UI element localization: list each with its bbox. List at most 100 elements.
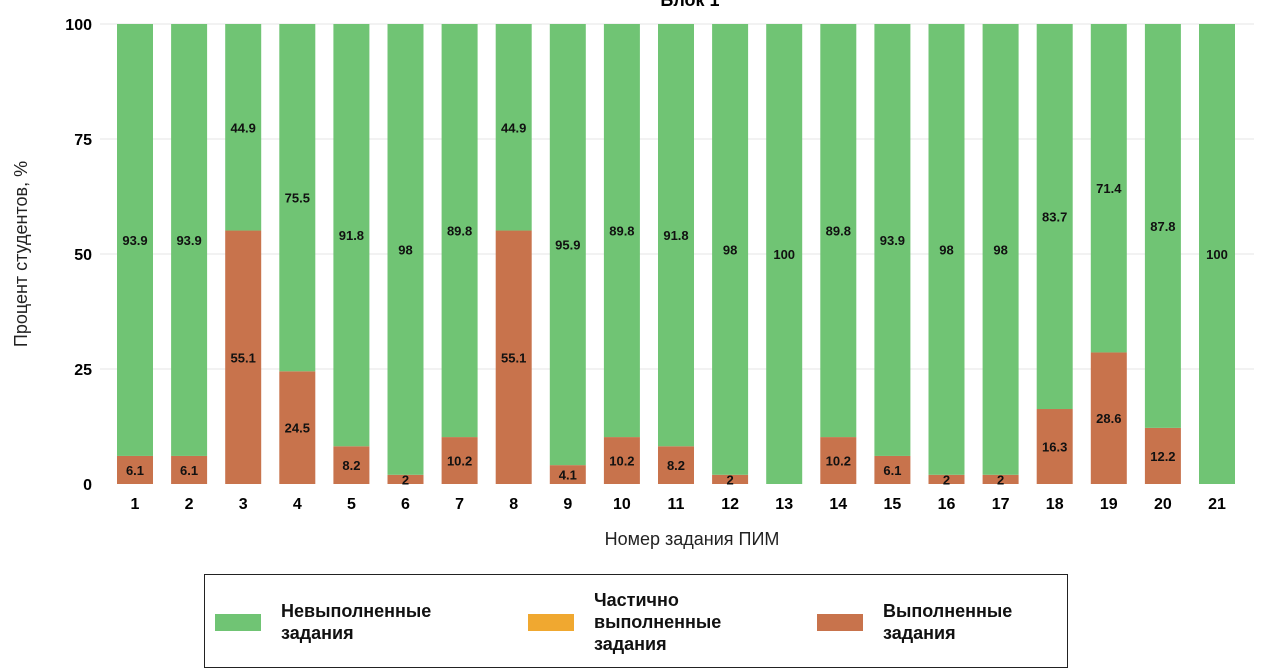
data-label: 87.8: [1150, 219, 1175, 234]
bar-segment: [1090, 24, 1127, 353]
data-label: 75.5: [285, 191, 310, 206]
data-label: 2: [402, 472, 409, 487]
data-label: 44.9: [501, 120, 526, 135]
x-tick-label: 11: [668, 496, 685, 513]
y-tick-label: 100: [65, 17, 92, 34]
data-label: 98: [398, 242, 412, 257]
bar-segment: [658, 24, 694, 447]
bar-segment: [333, 24, 370, 447]
data-label: 93.9: [176, 233, 201, 248]
data-label: 28.6: [1096, 411, 1121, 426]
data-labels: 6.1 93.9 6.1 93.9 55.1 44.9 24.5 75.5 8.2 91.8 2 98…: [122, 120, 1228, 487]
x-tick-label: 4: [293, 496, 302, 513]
legend-swatch-not-completed: [215, 613, 261, 631]
legend-item-not-completed: Невыполненные задания: [215, 575, 431, 669]
y-tick-label: 50: [74, 247, 92, 264]
bar-segment: [928, 24, 965, 475]
legend-item-completed: Выполненные задания: [817, 575, 1012, 669]
legend-swatch-completed: [817, 613, 863, 631]
y-axis-label: Процент студентов, %: [11, 161, 31, 347]
bar-segment: [117, 455, 153, 484]
stacked-bar-chart: 6.1 93.9 6.1 93.9 55.1 44.9 24.5 75.5 8.2 91.8 2 98…: [11, 0, 1254, 549]
data-label: 71.4: [1096, 181, 1122, 196]
data-label: 24.5: [285, 421, 310, 436]
x-tick-label: 17: [992, 496, 1010, 513]
data-label: 6.1: [883, 463, 901, 478]
bar-segment: [1199, 24, 1235, 484]
bar-segment: [1144, 427, 1181, 484]
bar-segment: [225, 230, 262, 484]
x-axis-label: Номер задания ПИМ: [605, 529, 780, 549]
data-label: 2: [943, 472, 950, 487]
data-label: 100: [1206, 247, 1228, 262]
bar-segment: [279, 24, 316, 372]
bar-segment: [171, 24, 208, 456]
x-tick-label: 13: [775, 496, 793, 513]
y-axis-ticks: 0 25 50 75 100: [65, 17, 92, 494]
bar-segment: [117, 24, 153, 456]
bar-segment: [171, 455, 208, 484]
bar-segment: [1036, 409, 1073, 484]
bar-segment: [1144, 24, 1181, 428]
bar-segment: [603, 24, 640, 438]
bar-segment: [225, 24, 262, 231]
x-tick-label: 18: [1046, 496, 1064, 513]
data-label: 98: [939, 242, 953, 257]
data-label: 4.1: [559, 468, 577, 483]
data-label: 10.2: [609, 454, 634, 469]
bar-segment: [820, 437, 857, 484]
legend-item-partially-completed: Частично выполненные задания: [528, 575, 721, 669]
data-label: 55.1: [231, 350, 256, 365]
x-tick-label: 2: [185, 496, 194, 513]
data-label: 95.9: [555, 238, 580, 253]
data-label: 100: [773, 247, 795, 262]
x-tick-label: 16: [938, 496, 956, 513]
bar-segment: [441, 437, 478, 484]
bar-segment: [549, 465, 586, 484]
data-label: 91.8: [663, 228, 688, 243]
bar-segment: [712, 474, 749, 484]
data-label: 10.2: [447, 454, 472, 469]
y-tick-label: 25: [74, 362, 92, 379]
bar-segment: [874, 455, 911, 484]
data-label: 8.2: [667, 458, 685, 473]
data-label: 98: [993, 242, 1007, 257]
data-label: 16.3: [1042, 440, 1067, 455]
data-label: 91.8: [339, 228, 364, 243]
x-tick-label: 7: [455, 496, 464, 513]
data-label: 12.2: [1150, 449, 1175, 464]
bar-segment: [1036, 24, 1073, 410]
chart-title: Блок 1: [660, 0, 719, 10]
bar-segment: [658, 446, 694, 484]
bar-segment: [279, 371, 316, 484]
bar-segment: [441, 24, 478, 438]
x-tick-label: 3: [239, 496, 248, 513]
bar-segment: [928, 474, 965, 484]
bar-segment: [333, 446, 370, 484]
data-label: 83.7: [1042, 210, 1067, 225]
data-label: 6.1: [126, 463, 144, 478]
data-label: 10.2: [826, 454, 851, 469]
bar-segment: [1090, 352, 1127, 484]
bar-segment: [387, 474, 424, 484]
x-tick-label: 12: [721, 496, 739, 513]
bar-segment: [549, 24, 586, 466]
legend-label-completed: Выполненные задания: [883, 601, 1013, 643]
x-tick-label: 1: [131, 496, 140, 513]
y-tick-label: 0: [83, 477, 92, 494]
y-tick-label: 75: [74, 132, 92, 149]
x-tick-label: 21: [1208, 496, 1226, 513]
x-tick-label: 20: [1154, 496, 1172, 513]
bar-segment: [495, 24, 532, 231]
x-tick-label: 10: [613, 496, 631, 513]
data-label: 93.9: [880, 233, 905, 248]
x-tick-label: 6: [401, 496, 410, 513]
legend-label-partially-completed: Частично выполненные задания: [594, 590, 722, 654]
x-tick-label: 19: [1100, 496, 1118, 513]
data-label: 89.8: [609, 224, 634, 239]
bar-segment: [820, 24, 857, 438]
x-tick-label: 8: [509, 496, 518, 513]
data-label: 89.8: [447, 224, 472, 239]
data-label: 55.1: [501, 350, 526, 365]
bar-segment: [982, 24, 1019, 475]
